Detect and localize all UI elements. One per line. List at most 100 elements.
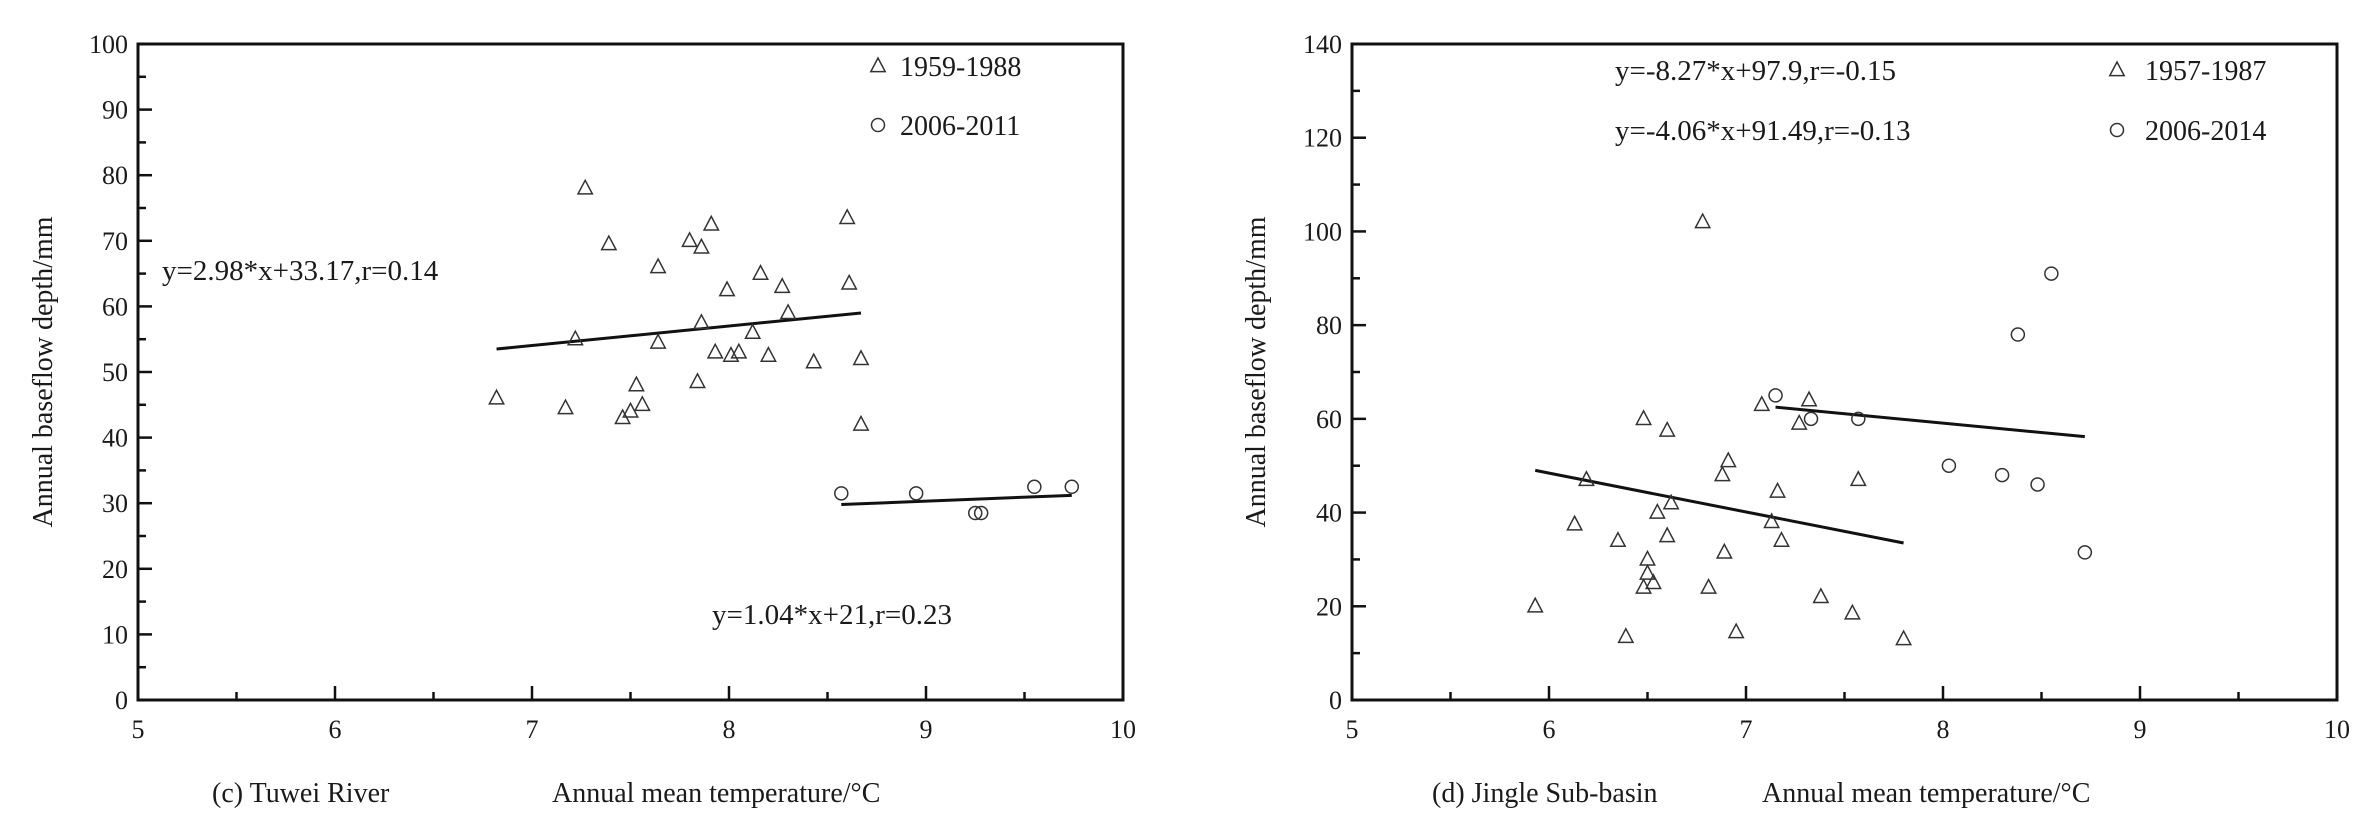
y-tick-label: 30 bbox=[102, 489, 128, 518]
data-point-circle bbox=[1851, 411, 1866, 427]
y-axis-title: Annual baseflow depth/mm bbox=[1241, 216, 1272, 527]
data-point-triangle bbox=[840, 273, 858, 290]
x-tick-label: 7 bbox=[1740, 715, 1753, 744]
data-point-triangle bbox=[1577, 470, 1595, 487]
regression-equation: y=2.98*x+33.17,r=0.14 bbox=[162, 255, 439, 287]
plot-frame bbox=[136, 42, 1125, 702]
x-axis-title: Annual mean temperature/°C bbox=[552, 778, 880, 809]
x-tick-label: 5 bbox=[1346, 715, 1359, 744]
data-point-triangle bbox=[1639, 563, 1656, 580]
data-point-triangle bbox=[681, 231, 699, 248]
fit-line bbox=[1775, 405, 2085, 439]
x-tick-label: 7 bbox=[526, 715, 539, 744]
data-point-triangle bbox=[1800, 390, 1818, 407]
data-point-triangle bbox=[1849, 470, 1867, 487]
y-tick-label: 70 bbox=[102, 227, 128, 256]
data-point-triangle bbox=[805, 352, 823, 369]
legend-label: 1959-1988 bbox=[900, 52, 1021, 83]
data-point-triangle bbox=[1713, 465, 1731, 482]
data-point-triangle bbox=[1658, 526, 1676, 543]
legend-marker-circle bbox=[870, 117, 886, 133]
y-tick-label: 0 bbox=[115, 686, 128, 715]
fit-line bbox=[841, 493, 1072, 507]
y-tick-label: 50 bbox=[102, 358, 128, 387]
data-point-triangle bbox=[1895, 629, 1913, 646]
legend-label: 1957-1987 bbox=[2145, 56, 2266, 87]
data-point-triangle bbox=[1843, 603, 1861, 620]
y-axis-title: Annual baseflow depth/mm bbox=[28, 216, 59, 527]
x-tick-label: 8 bbox=[1937, 715, 1950, 744]
data-point-triangle bbox=[852, 414, 870, 431]
data-point-triangle bbox=[1658, 420, 1676, 437]
x-tick-label: 8 bbox=[723, 715, 736, 744]
y-tick-label: 80 bbox=[1316, 311, 1342, 340]
legend-label: 2006-2014 bbox=[2145, 116, 2266, 147]
data-point-triangle bbox=[1648, 502, 1666, 519]
series-2006-2011 bbox=[834, 479, 1080, 521]
y-tick-label: 20 bbox=[1316, 592, 1342, 621]
series-1959-1988 bbox=[488, 178, 870, 431]
y-tick-label: 100 bbox=[89, 30, 128, 59]
data-point-circle bbox=[834, 486, 849, 501]
data-point-circle bbox=[2010, 327, 2026, 342]
data-point-triangle bbox=[773, 277, 791, 294]
series-2006-2014 bbox=[1768, 266, 2093, 560]
data-point-triangle bbox=[1763, 512, 1781, 529]
y-tick-label: 120 bbox=[1303, 124, 1342, 153]
data-point-triangle bbox=[649, 257, 667, 274]
data-point-triangle bbox=[1812, 587, 1830, 604]
data-point-circle bbox=[2077, 545, 2093, 560]
data-point-circle bbox=[1994, 467, 2010, 483]
x-tick-label: 5 bbox=[132, 715, 145, 744]
data-point-triangle bbox=[759, 345, 777, 362]
y-tick-label: 140 bbox=[1303, 30, 1342, 59]
data-point-triangle bbox=[689, 372, 706, 389]
regression-equation: y=-4.06*x+91.49,r=-0.13 bbox=[1615, 115, 1911, 147]
regression-equation: y=-8.27*x+97.9,r=-0.15 bbox=[1615, 55, 1896, 87]
data-point-triangle bbox=[633, 395, 651, 412]
y-tick-label: 0 bbox=[1329, 686, 1342, 715]
data-point-triangle bbox=[1644, 573, 1662, 590]
data-point-circle bbox=[973, 505, 989, 521]
data-point-triangle bbox=[557, 398, 574, 415]
data-point-circle bbox=[1027, 479, 1042, 495]
data-point-triangle bbox=[692, 237, 710, 254]
data-point-triangle bbox=[1790, 413, 1808, 430]
x-tick-label: 10 bbox=[1110, 715, 1136, 744]
data-point-triangle bbox=[1715, 542, 1733, 559]
y-tick-label: 40 bbox=[102, 424, 128, 453]
data-point-triangle bbox=[1753, 395, 1771, 412]
panel-label: (d) Jingle Sub-basin bbox=[1432, 778, 1658, 809]
data-point-triangle bbox=[852, 349, 870, 366]
data-point-triangle bbox=[1694, 212, 1712, 229]
y-tick-label: 20 bbox=[102, 555, 128, 584]
legend-marker-triangle bbox=[2108, 60, 2126, 77]
data-point-triangle bbox=[576, 178, 594, 195]
y-tick-label: 60 bbox=[1316, 405, 1342, 434]
data-point-triangle bbox=[1719, 451, 1737, 468]
data-point-triangle bbox=[649, 332, 667, 349]
data-point-triangle bbox=[1662, 493, 1680, 510]
data-point-triangle bbox=[627, 375, 645, 392]
data-point-circle bbox=[908, 486, 924, 501]
data-point-triangle bbox=[718, 280, 736, 297]
data-point-triangle bbox=[1639, 549, 1656, 566]
data-point-circle bbox=[1803, 411, 1819, 427]
data-point-triangle bbox=[1526, 596, 1544, 613]
legend-marker-triangle bbox=[869, 56, 887, 73]
y-tick-label: 90 bbox=[102, 96, 128, 125]
data-point-triangle bbox=[622, 401, 639, 418]
x-tick-label: 10 bbox=[2324, 715, 2350, 744]
data-point-triangle bbox=[752, 263, 769, 280]
data-point-triangle bbox=[722, 345, 740, 362]
data-point-triangle bbox=[600, 234, 618, 251]
data-point-circle bbox=[2044, 266, 2059, 281]
data-point-triangle bbox=[1609, 531, 1627, 548]
data-point-triangle bbox=[838, 208, 856, 225]
data-point-triangle bbox=[488, 388, 505, 405]
data-point-triangle bbox=[1635, 577, 1653, 594]
data-point-triangle bbox=[1700, 577, 1718, 594]
